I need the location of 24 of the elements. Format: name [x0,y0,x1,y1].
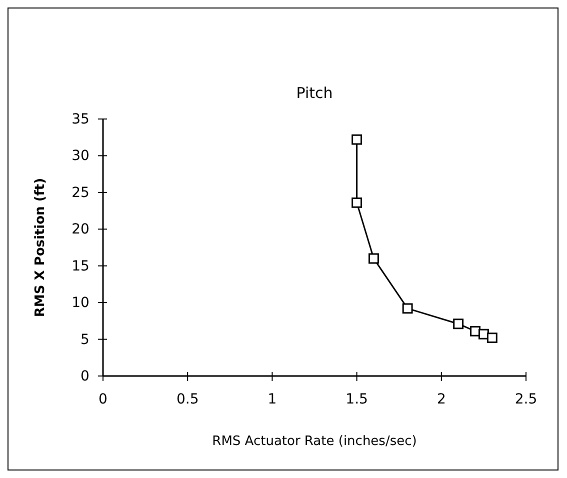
point [453,318,464,330]
x-tick-label: 1 [268,392,277,408]
y-tick-label: 15 [72,258,90,274]
y-tick-label: 25 [72,184,90,201]
x-tick-label: 0.5 [176,392,199,408]
y-tick-label: 30 [72,148,90,164]
chart-title: Pitch [296,84,333,102]
point [352,197,362,208]
y-tick-label: 10 [72,295,90,312]
y-axis-title: RMS X Position (ft) [33,178,48,318]
x-axis-title: RMS Actuator Rate (inches/sec) [212,434,417,449]
y-tick-label: 35 [72,111,90,128]
point [478,328,489,340]
x-tick-label: 2.5 [514,392,538,408]
point [402,303,413,314]
point [486,332,498,344]
point [368,253,379,264]
y-tick-label: 20 [72,222,90,238]
y-tick-label: 5 [80,332,90,348]
x-tick-label: 0 [98,392,108,408]
y-tick-label: 0 [80,368,90,384]
x-tick-label: 2 [436,392,446,408]
x-tick-label: 1.5 [346,392,368,408]
point [352,134,362,145]
